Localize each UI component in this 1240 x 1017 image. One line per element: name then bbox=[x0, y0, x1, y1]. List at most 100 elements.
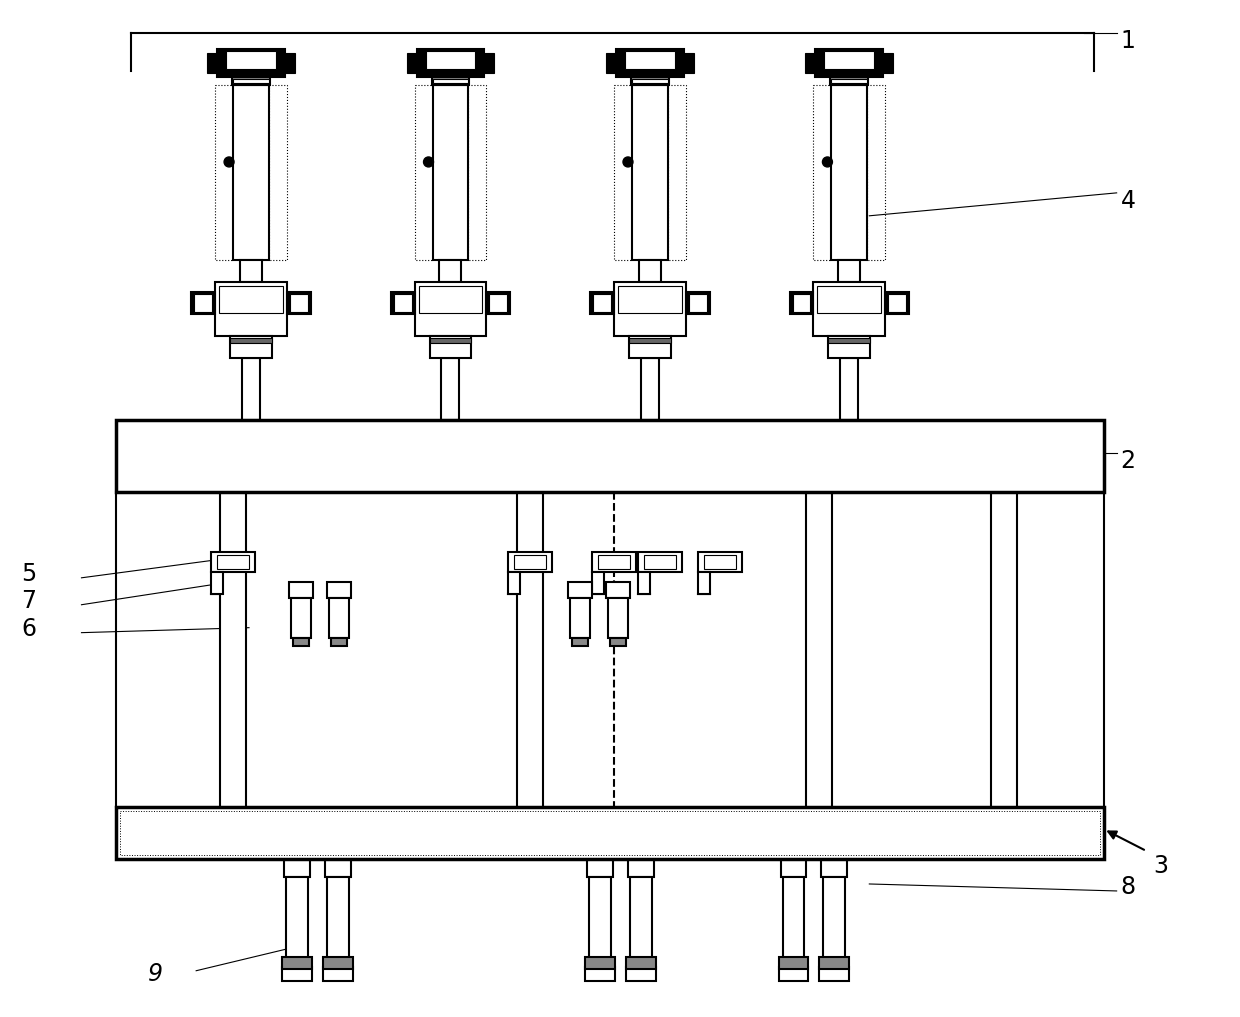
Bar bbox=[293, 638, 309, 646]
Bar bbox=[618, 286, 682, 312]
Bar bbox=[641, 358, 658, 420]
Bar bbox=[806, 492, 832, 810]
Bar bbox=[211, 552, 255, 572]
Bar bbox=[414, 282, 486, 337]
Bar bbox=[281, 967, 311, 980]
Bar bbox=[606, 53, 616, 73]
Bar bbox=[329, 598, 348, 638]
Bar bbox=[469, 85, 486, 259]
Bar bbox=[419, 286, 482, 312]
Bar bbox=[327, 877, 348, 967]
Bar bbox=[820, 957, 849, 969]
Bar bbox=[838, 259, 861, 282]
Bar bbox=[823, 877, 846, 967]
Bar bbox=[591, 552, 636, 572]
Bar bbox=[991, 492, 1017, 810]
Bar bbox=[883, 53, 893, 73]
Bar bbox=[813, 85, 832, 259]
Bar bbox=[637, 552, 682, 572]
Bar bbox=[327, 582, 351, 598]
Bar bbox=[407, 53, 417, 73]
Bar bbox=[414, 85, 433, 259]
Bar bbox=[614, 282, 686, 337]
Bar bbox=[391, 292, 414, 313]
Bar bbox=[782, 877, 805, 967]
Bar bbox=[517, 492, 543, 810]
Bar bbox=[515, 555, 546, 569]
Bar bbox=[816, 49, 883, 77]
Bar bbox=[587, 859, 613, 877]
Bar bbox=[639, 259, 661, 282]
Bar bbox=[626, 967, 656, 980]
Bar bbox=[813, 282, 885, 337]
Bar bbox=[432, 77, 470, 85]
Bar bbox=[429, 337, 471, 358]
Bar bbox=[831, 77, 868, 85]
Bar bbox=[614, 85, 632, 259]
Bar bbox=[286, 877, 308, 967]
Bar bbox=[704, 555, 735, 569]
Bar bbox=[608, 598, 627, 638]
Text: 2: 2 bbox=[1121, 450, 1136, 473]
Bar bbox=[792, 294, 811, 311]
Bar bbox=[625, 51, 675, 69]
Text: 8: 8 bbox=[1121, 875, 1136, 899]
Bar bbox=[616, 49, 683, 77]
Bar bbox=[284, 859, 310, 877]
Bar bbox=[211, 572, 223, 594]
Bar bbox=[490, 294, 507, 311]
Circle shape bbox=[224, 157, 234, 167]
Bar bbox=[637, 572, 650, 594]
Bar bbox=[232, 77, 270, 85]
Bar bbox=[289, 582, 312, 598]
Bar bbox=[629, 337, 671, 358]
Bar bbox=[698, 572, 709, 594]
Bar bbox=[486, 292, 511, 313]
Bar bbox=[322, 967, 352, 980]
Bar bbox=[589, 877, 611, 967]
Bar bbox=[117, 420, 1104, 492]
Bar bbox=[570, 598, 590, 638]
Bar bbox=[841, 358, 858, 420]
Bar bbox=[325, 859, 351, 877]
Bar bbox=[120, 812, 1100, 855]
Bar bbox=[393, 294, 412, 311]
Bar bbox=[226, 51, 277, 69]
Bar bbox=[572, 638, 588, 646]
Bar bbox=[632, 79, 668, 83]
Bar bbox=[610, 638, 626, 646]
Bar bbox=[630, 877, 652, 967]
Bar bbox=[433, 79, 469, 83]
Bar bbox=[632, 85, 668, 259]
Bar bbox=[485, 53, 495, 73]
Bar bbox=[832, 85, 867, 259]
Bar bbox=[779, 967, 808, 980]
Bar bbox=[790, 292, 813, 313]
Bar bbox=[441, 358, 460, 420]
Bar bbox=[568, 582, 591, 598]
Bar bbox=[606, 582, 630, 598]
Bar bbox=[417, 49, 485, 77]
Bar bbox=[821, 859, 847, 877]
Text: 7: 7 bbox=[21, 589, 37, 613]
Bar bbox=[626, 957, 656, 969]
Bar bbox=[231, 337, 272, 358]
Bar bbox=[888, 294, 906, 311]
Bar bbox=[828, 337, 870, 358]
Bar bbox=[241, 259, 262, 282]
Bar bbox=[832, 79, 867, 83]
Bar bbox=[779, 957, 808, 969]
Bar bbox=[439, 259, 461, 282]
Bar bbox=[686, 292, 709, 313]
Bar bbox=[425, 51, 475, 69]
Bar bbox=[817, 286, 882, 312]
Bar bbox=[688, 294, 707, 311]
Bar bbox=[231, 339, 272, 344]
Text: 4: 4 bbox=[1121, 189, 1136, 213]
Bar bbox=[825, 51, 874, 69]
Bar bbox=[233, 85, 269, 259]
Bar bbox=[644, 555, 676, 569]
Bar bbox=[433, 85, 469, 259]
Bar bbox=[591, 572, 604, 594]
Bar bbox=[698, 552, 742, 572]
